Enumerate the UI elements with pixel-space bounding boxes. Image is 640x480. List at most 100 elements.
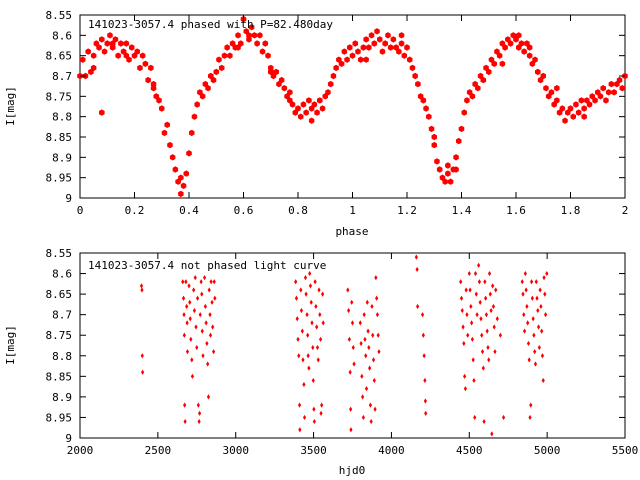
unphased-data-point [321,291,325,297]
unphased-data-point [140,287,144,293]
unphased-data-point [349,406,353,412]
phased-y-tick-label: 8.85 [46,131,73,144]
unphased-data-point [181,295,186,301]
phased-data-point [458,125,465,133]
phased-data-point [464,97,470,104]
unphased-y-axis-label: I[mag] [4,325,17,365]
unphased-data-point [317,287,321,293]
unphased-chart-title: 141023-3057.4 not phased light curve [88,259,326,272]
unphased-data-point [301,357,305,363]
unphased-data-point [312,418,316,425]
phased-data-point [428,125,435,133]
unphased-data-point [297,353,301,359]
phased-data-point [559,105,566,112]
phased-data-point [205,85,211,92]
phased-y-tick-label: 8.95 [46,172,73,185]
unphased-data-point [474,291,478,297]
phased-data-point [142,60,149,67]
unphased-x-tick-label: 2000 [67,444,94,457]
unphased-data-point [321,320,325,326]
phased-data-point [548,89,555,96]
phased-data-point [254,40,260,47]
unphased-data-point [310,320,314,326]
unphased-data-point [213,295,217,301]
phased-data-point [156,97,162,104]
unphased-data-point [470,320,474,326]
unphased-data-point [536,324,541,330]
phased-data-point [112,36,119,43]
unphased-data-point [202,275,207,281]
unphased-data-point [212,349,216,355]
phased-data-point [344,56,350,63]
phased-data-point [385,32,391,39]
phased-data-point [442,178,448,185]
phased-data-point [396,48,402,55]
phased-y-tick-label: 8.8 [52,111,72,124]
unphased-data-point [182,332,186,338]
phased-data-point [581,105,587,112]
unphased-data-point [361,394,365,400]
phased-x-tick-label: 1 [349,204,356,217]
unphased-data-point [350,320,355,326]
unphased-data-point [210,299,214,305]
unphased-data-point [480,349,485,355]
phased-data-point [145,76,151,84]
phased-y-tick-label: 8.7 [52,70,72,83]
unphased-data-point [358,320,362,326]
unphased-data-point [483,279,487,285]
phased-data-point [300,101,307,108]
phased-data-point [178,190,184,198]
unphased-data-point [467,270,471,277]
unphased-data-point [139,283,144,289]
unphased-data-point [369,418,373,425]
phased-data-point [505,36,511,43]
phased-data-point [469,93,476,100]
phased-data-point [273,68,279,76]
phased-data-point [573,101,579,108]
phased-data-point [597,93,604,100]
unphased-data-point [535,295,539,301]
phased-data-point [586,101,593,108]
phased-data-point [567,105,574,112]
unphased-data-point [465,312,469,318]
unphased-data-point [316,357,320,363]
phased-data-point [532,56,538,63]
phased-data-point [453,154,459,161]
phased-data-point [363,36,369,43]
phased-data-point [270,72,277,80]
unphased-data-point [530,295,534,301]
unphased-data-point [361,414,365,421]
unphased-data-point [318,312,322,318]
phased-data-point [363,56,369,63]
phased-y-ticks: 8.55 8.6 8.65 8.7 8.75 8.8 8.85 8.9 8.95 9 [46,9,625,205]
unphased-data-point [297,402,302,408]
phased-data-point [619,85,625,92]
phased-data-point [90,64,97,72]
phased-x-tick-label: 1.2 [397,204,417,217]
unphased-data-point [314,303,318,310]
unphased-data-point [472,377,476,384]
unphased-data-point [529,279,534,285]
phased-data-point [216,56,222,63]
unphased-data-point [302,414,307,421]
phased-chart-title: 141023-3057.4 phased with P=82.480day [88,18,333,31]
phased-data-point [417,93,424,100]
phased-data-point [445,162,451,169]
unphased-data-point [536,307,540,314]
unphased-data-point [313,279,317,285]
unphased-data-point [195,344,199,351]
phased-data-point [319,105,326,112]
phased-data-point [537,76,544,84]
phased-data-point [169,154,176,161]
unphased-data-point [533,361,538,367]
phased-data-point [423,105,429,112]
unphased-data-point [306,353,310,359]
unphased-data-point [315,344,320,351]
unphased-data-point [351,344,355,351]
phased-data-point [129,44,135,51]
unphased-data-point [466,332,470,338]
unphased-y-tick-label: 8.75 [46,329,73,342]
unphased-data-point [299,287,303,293]
unphased-data-point [184,279,188,285]
